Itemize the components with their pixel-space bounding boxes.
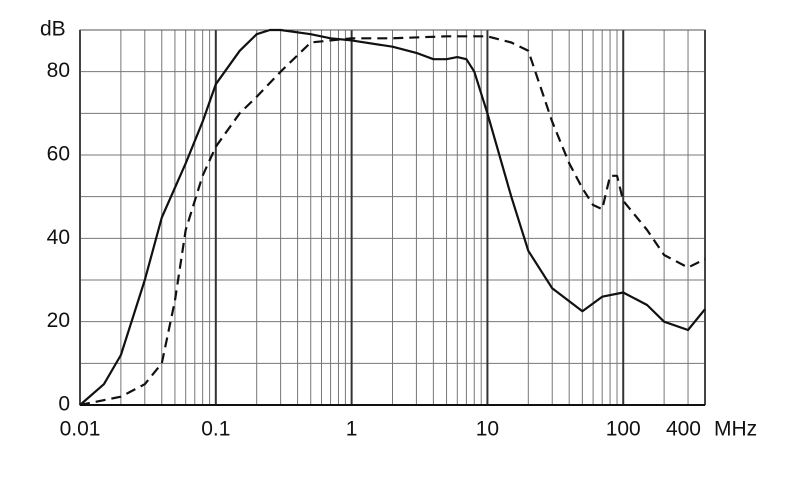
x-axis-label: MHz	[714, 418, 757, 441]
y-tick-label: 20	[47, 309, 70, 332]
y-axis-label: dB	[40, 18, 66, 41]
x-tick-label: 1	[346, 418, 358, 441]
x-tick-label: 400	[666, 418, 701, 441]
y-tick-label: 80	[47, 59, 70, 82]
y-tick-label: 0	[58, 393, 70, 416]
series-line	[79, 28, 706, 406]
series-line	[79, 35, 706, 407]
y-tick-label: 40	[47, 226, 70, 249]
x-tick-label: 10	[476, 418, 499, 441]
y-tick-label: 60	[47, 143, 70, 166]
x-tick-label: 0.1	[201, 418, 230, 441]
x-tick-label: 100	[606, 418, 641, 441]
x-tick-label: 0.01	[60, 418, 101, 441]
